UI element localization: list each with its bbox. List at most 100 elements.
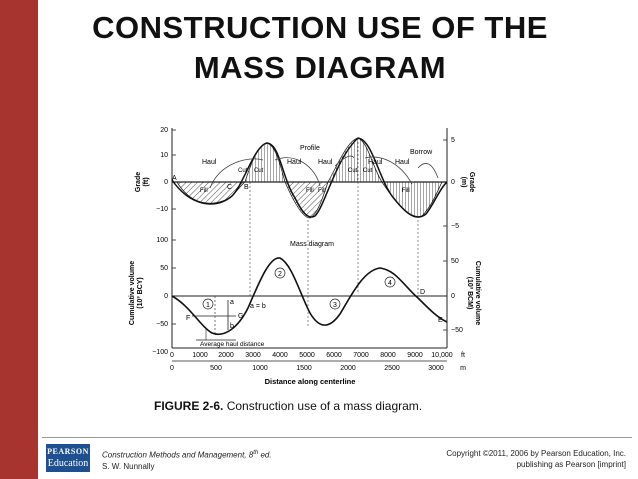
footer-divider: [42, 437, 632, 438]
svg-text:0: 0: [170, 365, 174, 372]
accent-side-bar: [0, 0, 38, 479]
region-3-number: 3: [333, 302, 337, 309]
point-a-label: a: [230, 299, 234, 306]
svg-text:500: 500: [210, 365, 222, 372]
point-letter-g: G: [238, 313, 243, 320]
top-yaxis-label: Grade(ft): [135, 172, 150, 192]
svg-text:3000: 3000: [245, 352, 261, 359]
svg-text:1000: 1000: [192, 352, 208, 359]
point-letter-e: E: [438, 317, 443, 324]
fill-label-1: Fill: [200, 188, 208, 194]
svg-text:4000: 4000: [272, 352, 288, 359]
svg-text:0: 0: [164, 179, 168, 186]
slide-title: CONSTRUCTION USE OF THE MASS DIAGRAM: [50, 8, 590, 88]
svg-text:10,000: 10,000: [431, 352, 453, 359]
svg-text:10: 10: [160, 152, 168, 159]
bottom-yaxis-label: Cumulative volume(10³ BCY): [129, 261, 144, 325]
haul-label-5: Haul: [395, 159, 410, 166]
fill-label-2: Fill: [306, 188, 314, 194]
top-yaxis-right-label: Grade(m): [460, 172, 475, 192]
svg-text:3000: 3000: [428, 365, 444, 372]
average-haul-label: Average haul distance: [200, 341, 265, 348]
point-b-label: b: [230, 323, 234, 330]
svg-text:8000: 8000: [380, 352, 396, 359]
haul-label-3: Haul: [318, 159, 333, 166]
svg-text:1500: 1500: [296, 365, 312, 372]
svg-text:50: 50: [451, 258, 459, 265]
x-ticks-m: 0 500 1000 1500 2000 2500 3000 m: [170, 365, 466, 372]
svg-text:m: m: [460, 365, 466, 372]
haul-label-1: Haul: [202, 159, 217, 166]
svg-text:0: 0: [451, 293, 455, 300]
svg-text:5: 5: [451, 137, 455, 144]
svg-text:2000: 2000: [340, 365, 356, 372]
figure-number: FIGURE 2-6.: [154, 399, 224, 413]
point-letter-a-top: A: [172, 175, 177, 182]
svg-text:5000: 5000: [299, 352, 315, 359]
haul-label-4: Haul: [368, 159, 383, 166]
a-equals-b-label: a = b: [250, 303, 266, 310]
footer-copyright-line-2: publishing as Pearson [imprint]: [516, 460, 626, 469]
svg-text:−50: −50: [451, 327, 463, 334]
svg-text:50: 50: [160, 265, 168, 272]
x-ticks-ft: 0 1000 2000 3000 4000 5000 6000 7000 800…: [170, 352, 465, 359]
svg-text:0: 0: [164, 293, 168, 300]
fill-label-4: Fill: [402, 188, 410, 194]
svg-text:20: 20: [160, 127, 168, 134]
top-ticks-right: 5 0 −5: [451, 137, 459, 230]
footer-edition-suffix: ed.: [258, 450, 272, 460]
svg-text:2500: 2500: [384, 365, 400, 372]
svg-text:100: 100: [156, 237, 168, 244]
figure-caption-text: Construction use of a mass diagram.: [223, 399, 423, 413]
pearson-logo: PEARSON Education: [46, 444, 90, 472]
svg-text:6000: 6000: [326, 352, 342, 359]
mass-diagram-label: Mass diagram: [290, 241, 334, 248]
svg-text:1000: 1000: [252, 365, 268, 372]
mass-diagram-figure: Grade(ft) Grade(m) 20 10 0 −10 5 0 −5 Pr…: [129, 127, 481, 386]
top-ticks-left: 20 10 0 −10: [156, 127, 168, 213]
region-1-number: 1: [206, 302, 210, 309]
figure-caption: FIGURE 2-6. Construction use of a mass d…: [154, 399, 422, 413]
footer-book-info: Construction Methods and Management, 8th…: [102, 448, 272, 472]
svg-text:−10: −10: [156, 206, 168, 213]
svg-text:−5: −5: [451, 223, 459, 230]
point-letter-b-top: B: [244, 184, 249, 191]
region-4-number: 4: [388, 280, 392, 287]
fill-area-2: [284, 181, 329, 219]
cut-label-1: Cut: [238, 168, 248, 174]
logo-line-2: Education: [47, 458, 89, 469]
footer-author: S. W. Nunnally: [102, 461, 155, 471]
svg-text:9000: 9000: [407, 352, 423, 359]
cut-label-3: Cut: [348, 168, 358, 174]
svg-text:0: 0: [170, 352, 174, 359]
bottom-ticks-left: 100 50 0 −50 −100: [152, 237, 168, 356]
title-line-1: CONSTRUCTION USE OF THE: [92, 10, 548, 45]
footer-book-title: Construction Methods and Management, 8: [102, 450, 254, 460]
fill-label-3: Fill: [318, 188, 326, 194]
svg-text:7000: 7000: [353, 352, 369, 359]
cut-label-4: Cut: [363, 168, 373, 174]
fill-area-3: [381, 181, 443, 217]
mass-curve: [171, 257, 448, 335]
footer-copyright: Copyright ©2011, 2006 by Pearson Educati…: [446, 448, 626, 470]
footer-edition-sup: th: [253, 450, 259, 456]
profile-label: Profile: [300, 145, 320, 152]
svg-text:−100: −100: [152, 349, 168, 356]
svg-text:0: 0: [451, 179, 455, 186]
point-letter-c-top: C: [227, 184, 232, 191]
point-letter-f: F: [186, 315, 190, 322]
x-axis-label: Distance along centerline: [265, 377, 356, 386]
borrow-label: Borrow: [410, 149, 433, 156]
cut-label-2: Cut: [254, 168, 264, 174]
point-letter-d: D: [420, 289, 425, 296]
region-2-number: 2: [278, 271, 282, 278]
logo-line-1: PEARSON: [47, 447, 89, 456]
svg-text:−50: −50: [156, 321, 168, 328]
footer-copyright-line-1: Copyright ©2011, 2006 by Pearson Educati…: [446, 449, 626, 458]
title-line-2: MASS DIAGRAM: [193, 50, 447, 85]
svg-text:2000: 2000: [218, 352, 234, 359]
haul-label-2: Haul: [287, 159, 302, 166]
profile-line: [171, 137, 448, 218]
bottom-yaxis-right-label: Cumulative volume(10³ BCM): [466, 261, 481, 325]
svg-text:ft: ft: [461, 352, 465, 359]
